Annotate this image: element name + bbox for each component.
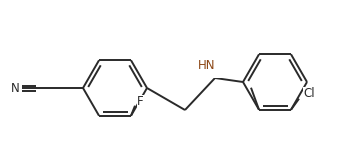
Text: HN: HN [198, 59, 216, 72]
Text: N: N [11, 81, 20, 94]
Text: Cl: Cl [303, 87, 315, 100]
Text: F: F [137, 95, 144, 108]
